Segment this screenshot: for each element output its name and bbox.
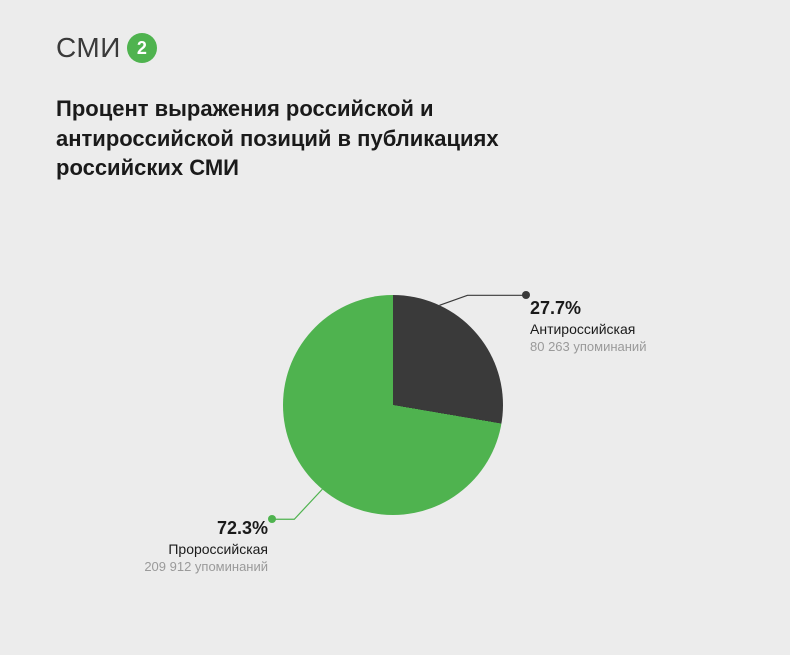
page-title: Процент выражения российской и антиросси… (56, 94, 536, 183)
logo-badge: 2 (127, 33, 157, 63)
pie-graphic (283, 295, 503, 515)
logo: СМИ 2 (56, 32, 157, 64)
anti-label: Антироссийская (530, 321, 646, 337)
callout-pro: 72.3% Пророссийская 209 912 упоминаний (118, 518, 268, 574)
callout-anti: 27.7% Антироссийская 80 263 упоминаний (530, 298, 646, 354)
leader-dot-anti (522, 291, 530, 299)
pie-chart: 27.7% Антироссийская 80 263 упоминаний 7… (0, 240, 790, 640)
logo-text: СМИ (56, 32, 121, 64)
pro-percent: 72.3% (118, 518, 268, 539)
pro-label: Пророссийская (118, 541, 268, 557)
pro-count: 209 912 упоминаний (118, 559, 268, 574)
anti-percent: 27.7% (530, 298, 646, 319)
anti-count: 80 263 упоминаний (530, 339, 646, 354)
leader-dot-pro (268, 515, 276, 523)
